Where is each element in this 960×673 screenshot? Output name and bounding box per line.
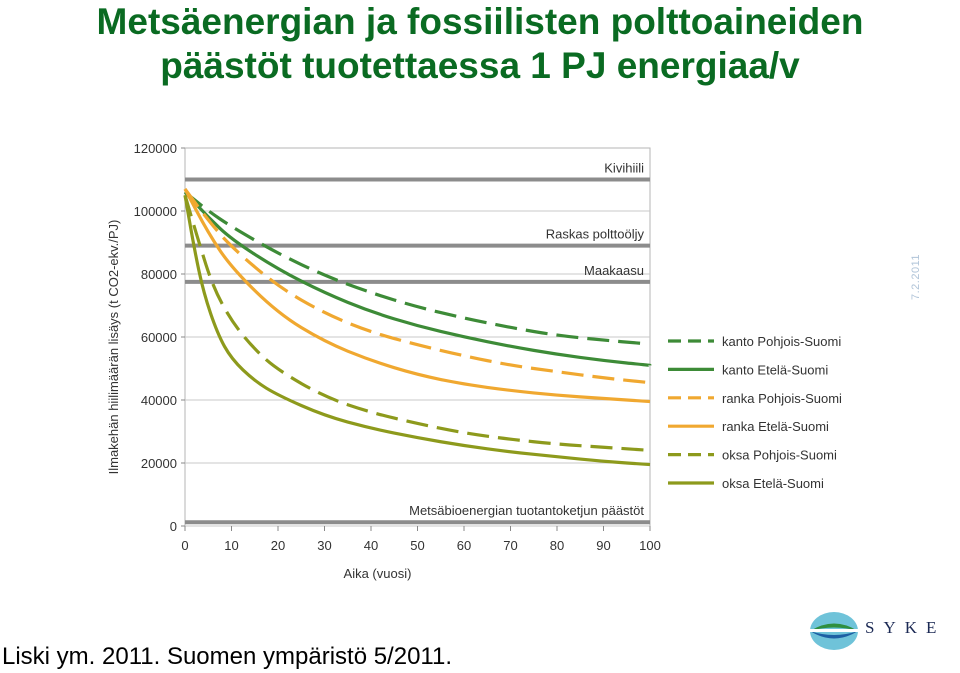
x-tick-label: 100 [639, 538, 661, 553]
slide-date: 7.2.2011 [910, 253, 922, 300]
y-tick-label: 120000 [134, 141, 177, 156]
title-line-1: Metsäenergian ja fossiilisten polttoaine… [96, 1, 864, 42]
legend-label: ranka Pohjois-Suomi [722, 391, 842, 406]
x-tick-label: 40 [364, 538, 378, 553]
syke-logo-icon [806, 612, 862, 650]
legend-label: ranka Etelä-Suomi [722, 419, 829, 434]
y-axis-label: Ilmakehän hiilimäärän lisäys (t CO2-ekv.… [106, 220, 121, 475]
y-tick-label: 100000 [134, 204, 177, 219]
x-tick-label: 0 [181, 538, 188, 553]
series-line [183, 191, 651, 367]
x-axis-label: Aika (vuosi) [344, 566, 412, 581]
title-line-2: päästöt tuotettaessa 1 PJ energiaa/v [160, 45, 800, 86]
y-tick-label: 40000 [141, 393, 177, 408]
slide-title: Metsäenergian ja fossiilisten polttoaine… [0, 0, 960, 88]
series-line [183, 187, 651, 385]
series-line [183, 188, 651, 404]
x-tick-label: 60 [457, 538, 471, 553]
y-tick-label: 80000 [141, 267, 177, 282]
reference-line-label: Raskas polttoöljy [546, 227, 645, 242]
x-tick-label: 50 [410, 538, 424, 553]
syke-logo-text: SYKE [865, 618, 946, 637]
reference-line-label: Maakaasu [584, 263, 644, 278]
reference-line-label: Kivihiili [604, 161, 644, 176]
legend-label: kanto Etelä-Suomi [722, 362, 828, 377]
x-tick-label: 30 [317, 538, 331, 553]
x-tick-label: 20 [271, 538, 285, 553]
y-tick-label: 0 [170, 519, 177, 534]
legend-label: oksa Etelä-Suomi [722, 476, 824, 491]
legend-label: oksa Pohjois-Suomi [722, 448, 837, 463]
x-tick-label: 70 [503, 538, 517, 553]
x-tick-label: 90 [596, 538, 610, 553]
reference-line-label: Metsäbioenergian tuotantoketjun päästöt [409, 503, 644, 518]
y-tick-label: 60000 [141, 330, 177, 345]
source-citation: Liski ym. 2011. Suomen ympäristö 5/2011. [2, 643, 452, 670]
series-line [183, 190, 641, 345]
x-tick-label: 80 [550, 538, 564, 553]
y-tick-label: 20000 [141, 456, 177, 471]
series-line [183, 194, 651, 467]
x-tick-label: 10 [224, 538, 238, 553]
legend-label: kanto Pohjois-Suomi [722, 334, 841, 349]
series-line [183, 194, 651, 452]
